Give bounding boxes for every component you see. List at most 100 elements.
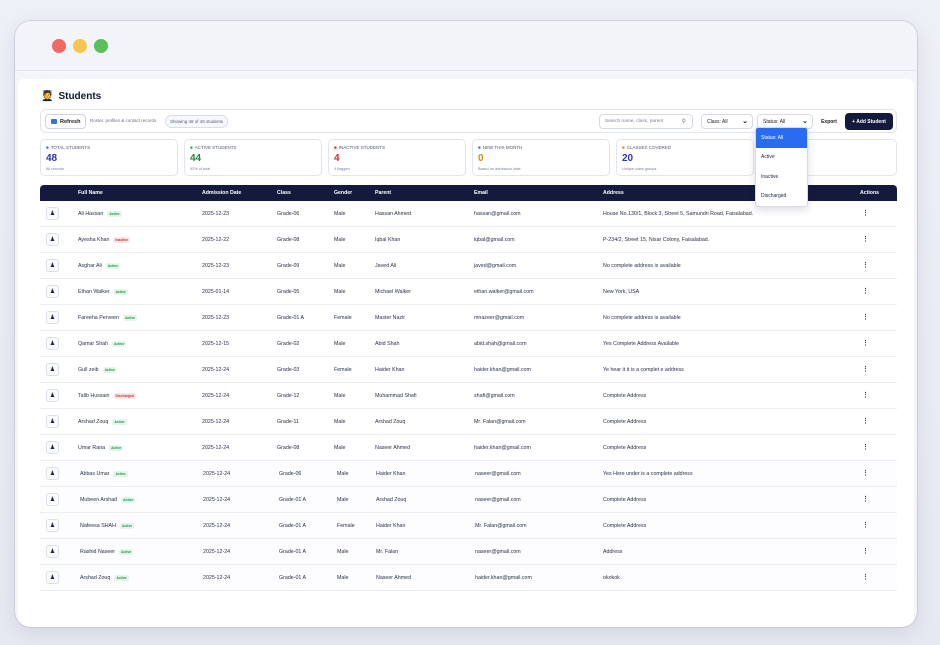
table-row[interactable]: ♟ Mubeen Arshad Active 2025-12-24 Grade-01 A…	[40, 487, 897, 513]
status-option-all[interactable]: Status: All	[756, 128, 807, 148]
table-row[interactable]: ♟ Umar Rana Active 2025-12-24 Grade-08 Male Na…	[40, 435, 897, 461]
more-vertical-icon[interactable]: ⋮	[862, 262, 869, 269]
add-student-button[interactable]: + Add Student	[845, 113, 893, 130]
table-row[interactable]: ♟ Rashid Naseer Active 2025-12-24 Grade-01 A…	[40, 539, 897, 565]
more-vertical-icon[interactable]: ⋮	[862, 210, 869, 217]
student-name-cell[interactable]: Ayesha Khan Inactive	[78, 237, 131, 243]
address-cell: P-234/2, Street 15, Nisar Colony, Faisal…	[603, 237, 710, 243]
student-name: Asghar Ali	[78, 263, 102, 269]
student-name-cell[interactable]: Mubeen Arshad Active	[80, 497, 136, 503]
status-badge: Active	[107, 211, 122, 217]
address-cell: Complete Address	[603, 497, 647, 503]
student-name-cell[interactable]: Asghar Ali Active	[78, 263, 121, 269]
more-vertical-icon[interactable]: ⋮	[862, 444, 869, 451]
more-vertical-icon[interactable]: ⋮	[862, 470, 869, 477]
student-name-cell[interactable]: Umar Rana Active	[78, 445, 124, 451]
student-name-cell[interactable]: Abbas Umar Active	[80, 471, 128, 477]
student-name-cell[interactable]: Talib Hussain Discharged	[78, 393, 136, 399]
table-row[interactable]: ♟ Asghar Ali Active 2025-12-23 Grade-09 Male J…	[40, 253, 897, 279]
student-name-cell[interactable]: Qamar Shah Active	[78, 341, 127, 347]
search-icon[interactable]: ⚲	[681, 119, 686, 125]
avatar: ♟	[46, 233, 59, 246]
avatar: ♟	[46, 337, 59, 350]
stat-value: 44	[190, 153, 202, 164]
stat-subtext: All records	[46, 167, 64, 171]
table-row[interactable]: ♟ Fareeha Perveen Active 2025-12-23 Grade-01…	[40, 305, 897, 331]
toolbar-hint: Roster, profiles & contact records	[90, 118, 157, 123]
refresh-button[interactable]: Refresh	[45, 114, 87, 129]
header-class[interactable]: Class	[277, 190, 291, 196]
table-row[interactable]: ♟ Gull zeib Active 2025-12-24 Grade-03 Female…	[40, 357, 897, 383]
table-row[interactable]: ♟ Ethan Walker Active 2025-01-14 Grade-05 Mal…	[40, 279, 897, 305]
header-email[interactable]: Email	[474, 190, 488, 196]
gender-cell: Female	[334, 315, 352, 321]
more-vertical-icon[interactable]: ⋮	[862, 366, 869, 373]
header-admission-date[interactable]: Admission Date	[202, 190, 242, 196]
more-vertical-icon[interactable]: ⋮	[862, 418, 869, 425]
status-option-inactive[interactable]: Inactive	[761, 173, 779, 180]
parent-cell: Naseer Ahmed	[375, 445, 411, 451]
chevron-down-icon: ⌄	[802, 118, 808, 125]
header-full-name[interactable]: Full Name	[78, 190, 103, 196]
student-name-cell[interactable]: Fareeha Perveen Active	[78, 315, 138, 321]
table-row[interactable]: ♟ Arshad Zouq Active 2025-12-24 Grade-11 Male…	[40, 409, 897, 435]
avatar: ♟	[46, 571, 59, 584]
admission-date-cell: 2025-12-23	[202, 211, 230, 217]
gender-cell: Male	[334, 211, 346, 217]
student-name-cell[interactable]: Nafeesa SHAH Active	[80, 523, 135, 529]
more-vertical-icon[interactable]: ⋮	[862, 314, 869, 321]
student-name-cell[interactable]: Arshad Zouq Active	[78, 419, 127, 425]
table-row[interactable]: ♟ Ali Hassan Active 2025-12-23 Grade-06 Male H…	[40, 201, 897, 227]
header-gender[interactable]: Gender	[334, 190, 353, 196]
more-vertical-icon[interactable]: ⋮	[862, 496, 869, 503]
admission-date-cell: 2025-12-24	[202, 419, 230, 425]
email-cell: Mr. Falan@gmail.com	[474, 419, 526, 425]
student-name-cell[interactable]: Arshad Zouq Active	[80, 575, 129, 581]
stat-label-text: ACTIVE STUDENTS	[194, 145, 237, 150]
student-name-cell[interactable]: Rashid Naseer Active	[80, 549, 134, 555]
stat-value: 20	[622, 153, 634, 164]
students-table: Full Name Admission Date Class Gender Pa…	[40, 185, 897, 591]
stat-label-text: NEW THIS MONTH	[482, 145, 523, 150]
more-vertical-icon[interactable]: ⋮	[862, 548, 869, 555]
admission-date-cell: 2025-12-15	[202, 341, 230, 347]
table-row[interactable]: ♟ Qamar Shah Active 2025-12-15 Grade-02 Male A…	[40, 331, 897, 357]
class-filter-select[interactable]: Class: All ⌄	[701, 114, 753, 129]
more-vertical-icon[interactable]: ⋮	[862, 236, 869, 243]
student-name-cell[interactable]: Gull zeib Active	[78, 367, 117, 373]
status-badge: Active	[119, 523, 135, 529]
stat-label-text: CLASSES COVERED	[626, 145, 671, 150]
stat-label-text: INACTIVE STUDENTS	[338, 145, 385, 150]
export-button[interactable]: Export	[821, 118, 837, 125]
more-vertical-icon[interactable]: ⋮	[862, 392, 869, 399]
search-input[interactable]: Search name, class, parent ⚲	[599, 114, 693, 129]
showing-count-badge: Showing 48 of 48 students	[165, 115, 229, 128]
maximize-window-button[interactable]	[94, 39, 108, 53]
table-row[interactable]: ♟ Ayesha Khan Inactive 2025-12-22 Grade-08 Ma…	[40, 227, 897, 253]
minimize-window-button[interactable]	[73, 39, 87, 53]
table-row[interactable]: ♟ Talib Hussain Discharged 2025-12-24 Grade-…	[40, 383, 897, 409]
status-option-active[interactable]: Active	[761, 154, 775, 161]
status-badge: Discharged	[113, 393, 136, 399]
admission-date-cell: 2025-12-24	[203, 575, 231, 581]
status-option-discharged[interactable]: Discharged	[761, 193, 787, 200]
stat-icon: ■	[46, 145, 49, 150]
more-vertical-icon[interactable]: ⋮	[862, 288, 869, 295]
class-cell: Grade-01 A	[277, 315, 305, 321]
parent-cell: Iqbal Khan	[375, 237, 401, 243]
more-vertical-icon[interactable]: ⋮	[862, 574, 869, 581]
stat-card: ■ CLASSES COVERED 20 Unique class groups	[616, 139, 754, 176]
student-name-cell[interactable]: Ethan Walker Active	[78, 289, 128, 295]
table-row[interactable]: ♟ Arshad Zouq Active 2025-12-24 Grade-01 A Ma…	[40, 565, 897, 591]
more-vertical-icon[interactable]: ⋮	[862, 522, 869, 529]
table-row[interactable]: ♟ Nafeesa SHAH Active 2025-12-24 Grade-01 A F…	[40, 513, 897, 539]
gender-cell: Male	[334, 237, 346, 243]
email-cell: iqbal@gmail.com	[474, 237, 515, 243]
header-parent[interactable]: Parent	[375, 190, 392, 196]
status-badge: Active	[113, 289, 128, 295]
table-row[interactable]: ♟ Abbas Umar Active 2025-12-24 Grade-06 Male H…	[40, 461, 897, 487]
header-address[interactable]: Address	[603, 190, 624, 196]
close-window-button[interactable]	[52, 39, 66, 53]
more-vertical-icon[interactable]: ⋮	[862, 340, 869, 347]
student-name-cell[interactable]: Ali Hassan Active	[78, 211, 122, 217]
